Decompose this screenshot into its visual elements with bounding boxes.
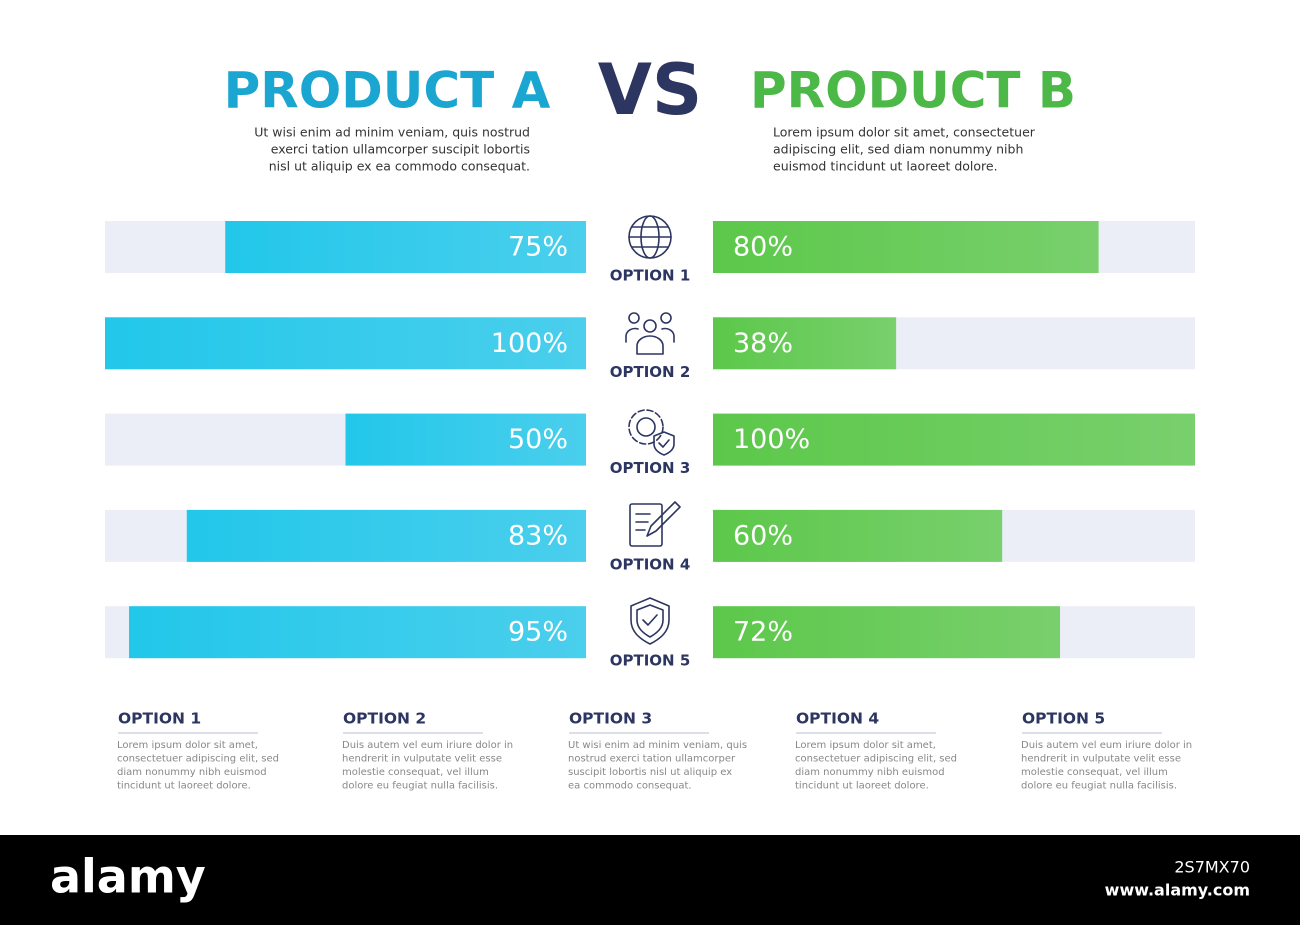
option-label: OPTION 2 xyxy=(610,363,691,381)
option-text: suscipit lobortis nisl ut aliquip ex xyxy=(568,767,732,778)
value-label: 75% xyxy=(508,232,568,263)
bar xyxy=(105,317,586,370)
icon-shield xyxy=(630,597,670,645)
value-label: 83% xyxy=(508,520,568,551)
footer-url: www.alamy.com xyxy=(1105,881,1250,900)
bar xyxy=(225,221,586,273)
value-label: 95% xyxy=(508,617,568,648)
option-text: tincidunt ut laoreet dolore. xyxy=(795,781,929,792)
icon-document xyxy=(629,501,681,547)
option-text: tincidunt ut laoreet dolore. xyxy=(117,781,251,792)
option-text: consectetuer adipiscing elit, sed xyxy=(117,754,279,765)
option-label: OPTION 4 xyxy=(610,555,691,573)
option-title: OPTION 3 xyxy=(569,710,652,728)
option-text: molestie consequat, vel illum xyxy=(1021,767,1168,778)
option-text: hendrerit in vulputate velit esse xyxy=(1021,754,1181,765)
option-label: OPTION 1 xyxy=(610,267,691,285)
value-label: 80% xyxy=(733,232,793,263)
bar xyxy=(713,606,1061,659)
option-text: diam nonummy nibh euismod xyxy=(117,767,267,778)
bar xyxy=(713,509,1003,562)
value-label: 100% xyxy=(733,424,810,455)
value-label: 60% xyxy=(733,520,793,551)
product-title: PRODUCT A xyxy=(224,62,551,120)
footer-band xyxy=(0,835,1300,925)
option-text: Lorem ipsum dolor sit amet, xyxy=(117,740,258,751)
option-text: molestie consequat, vel illum xyxy=(342,767,489,778)
product-description: euismod tincidunt ut laoreet dolore. xyxy=(773,159,998,174)
option-title: OPTION 2 xyxy=(343,710,426,728)
option-text: nostrud exerci tation ullamcorper xyxy=(568,754,736,765)
icon-team xyxy=(625,312,675,355)
value-label: 50% xyxy=(508,424,568,455)
product-description: exerci tation ullamcorper suscipit lobor… xyxy=(271,142,530,157)
value-label: 38% xyxy=(733,328,793,359)
value-label: 72% xyxy=(733,617,793,648)
option-text: dolore eu feugiat nulla facilisis. xyxy=(1021,781,1177,792)
option-title: OPTION 4 xyxy=(796,710,879,728)
product-description: adipiscing elit, sed diam nonummy nibh xyxy=(773,142,1023,157)
footer-id: 2S7MX70 xyxy=(1174,858,1250,877)
bar xyxy=(129,606,587,659)
value-label: 100% xyxy=(491,328,568,359)
option-label: OPTION 5 xyxy=(610,652,691,670)
footer-brand: alamy xyxy=(50,850,206,904)
bar xyxy=(713,221,1099,273)
option-title: OPTION 1 xyxy=(118,710,201,728)
product-title: PRODUCT B xyxy=(750,62,1076,120)
bar xyxy=(713,317,897,370)
option-label: OPTION 3 xyxy=(610,459,691,477)
option-text: Ut wisi enim ad minim veniam, quis xyxy=(568,740,747,751)
bar xyxy=(186,509,586,562)
icon-gear xyxy=(628,409,675,456)
option-text: ea commodo consequat. xyxy=(568,781,692,792)
product-description: Ut wisi enim ad minim veniam, quis nostr… xyxy=(254,125,530,140)
bar xyxy=(345,413,586,466)
product-description: nisl ut aliquip ex ea commodo consequat. xyxy=(269,159,530,174)
icon-globe xyxy=(628,215,672,259)
option-title: OPTION 5 xyxy=(1022,710,1105,728)
option-text: dolore eu feugiat nulla facilisis. xyxy=(342,781,498,792)
option-text: Lorem ipsum dolor sit amet, xyxy=(795,740,936,751)
option-text: hendrerit in vulputate velit esse xyxy=(342,754,502,765)
vs-label: VS xyxy=(598,49,703,131)
option-text: diam nonummy nibh euismod xyxy=(795,767,945,778)
product-description: Lorem ipsum dolor sit amet, consectetuer xyxy=(773,125,1036,140)
option-text: Duis autem vel eum iriure dolor in xyxy=(342,740,513,751)
bar xyxy=(713,413,1195,466)
option-text: consectetuer adipiscing elit, sed xyxy=(795,754,957,765)
option-text: Duis autem vel eum iriure dolor in xyxy=(1021,740,1192,751)
